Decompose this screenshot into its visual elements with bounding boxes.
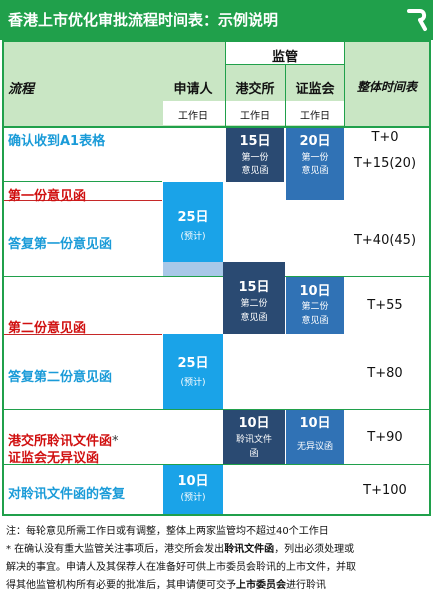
step-no-objection-letter: 证监会无异议函 [8, 451, 100, 466]
divider [4, 334, 162, 335]
divider [4, 409, 429, 410]
hkex-second-letter-block: 15日 第二份 意见函 [223, 262, 285, 334]
step-reply-first-letter: 答复第一份意见函 [8, 237, 113, 252]
timeline-t5: T+80 [367, 366, 403, 381]
csrc-no-objection-block: 10日 无异议函 [286, 410, 344, 464]
divider [4, 181, 162, 182]
header-workday-csrc: 工作日 [300, 111, 330, 122]
header-csrc: 证监会 [295, 82, 335, 97]
timeline-table [2, 40, 431, 516]
step-a1-received: 确认收到A1表格 [8, 134, 106, 149]
note-line-2: * 在确认没有重大监管关注事项后，港交所会发出聆讯文件函，列出必须处理或 [6, 544, 355, 555]
applicant-hearing-reply-block: 10日 (预计) [163, 465, 223, 514]
divider [4, 126, 429, 128]
note-line-1: 注：每轮意见所需工作日或有调整，整体上两家监管均不超过40个工作日 [6, 526, 329, 537]
page-title: 香港上市优化审批流程时间表：示例说明 [8, 11, 279, 29]
step-reply-second-letter: 答复第二份意见函 [8, 370, 113, 385]
step-first-comment-letter: 第一份意见函 [8, 189, 87, 204]
csrc-first-letter-block: 20日 第一份 意见函 [286, 128, 344, 200]
divider [4, 200, 162, 201]
hkex-first-letter-block: 15日 第一份 意见函 [226, 128, 284, 182]
title-bar: 香港上市优化审批流程时间表：示例说明 [0, 0, 433, 40]
timeline-t7: T+100 [363, 483, 407, 498]
applicant-second-reply-block: 25日 (预计) [163, 334, 223, 409]
divider [285, 64, 286, 127]
workday-header-row [163, 101, 344, 125]
note-line-4: 得其他监管机构所有必要的批准后，其申请便可交予上市委员会进行聆讯 [6, 580, 326, 591]
divider [344, 42, 345, 127]
hkex-hearing-letter-block: 10日 聆讯文件 函 [223, 410, 285, 464]
step-second-comment-letter: 第二份意见函 [8, 321, 87, 336]
timeline-t1: T+0 [371, 130, 399, 145]
timeline-t4: T+55 [367, 298, 403, 313]
timeline-t2: T+15(20) [353, 156, 417, 171]
csrc-second-letter-block: 10日 第二份 意见函 [286, 277, 344, 334]
applicant-first-reply-block: 25日 (预计) [163, 182, 223, 262]
header-overall: 整体时间表 [356, 80, 417, 94]
note-line-3: 解决的事宜。申请人及其保荐人在准备好可供上市委员会聆讯的上市文件，并取 [6, 562, 356, 573]
divider [4, 276, 429, 277]
r-logo-icon [407, 9, 427, 31]
header-regulator: 监管 [271, 50, 298, 65]
step-hearing-letter: 港交所聆讯文件函* [8, 434, 119, 449]
applicant-first-reply-extension [163, 262, 223, 276]
header-workday-hkex: 工作日 [240, 111, 270, 122]
regulator-header-cell [226, 42, 344, 64]
step-reply-hearing-letter: 对聆讯文件函的答复 [8, 487, 126, 502]
header-workday-applicant: 工作日 [178, 111, 208, 122]
header-applicant: 申请人 [173, 82, 213, 97]
divider [4, 464, 429, 465]
header-process: 流程 [8, 82, 35, 97]
timeline-t3: T+40(45) [353, 233, 417, 248]
divider [225, 42, 226, 127]
timeline-t6: T+90 [367, 430, 403, 445]
header-hkex: 港交所 [235, 82, 275, 97]
